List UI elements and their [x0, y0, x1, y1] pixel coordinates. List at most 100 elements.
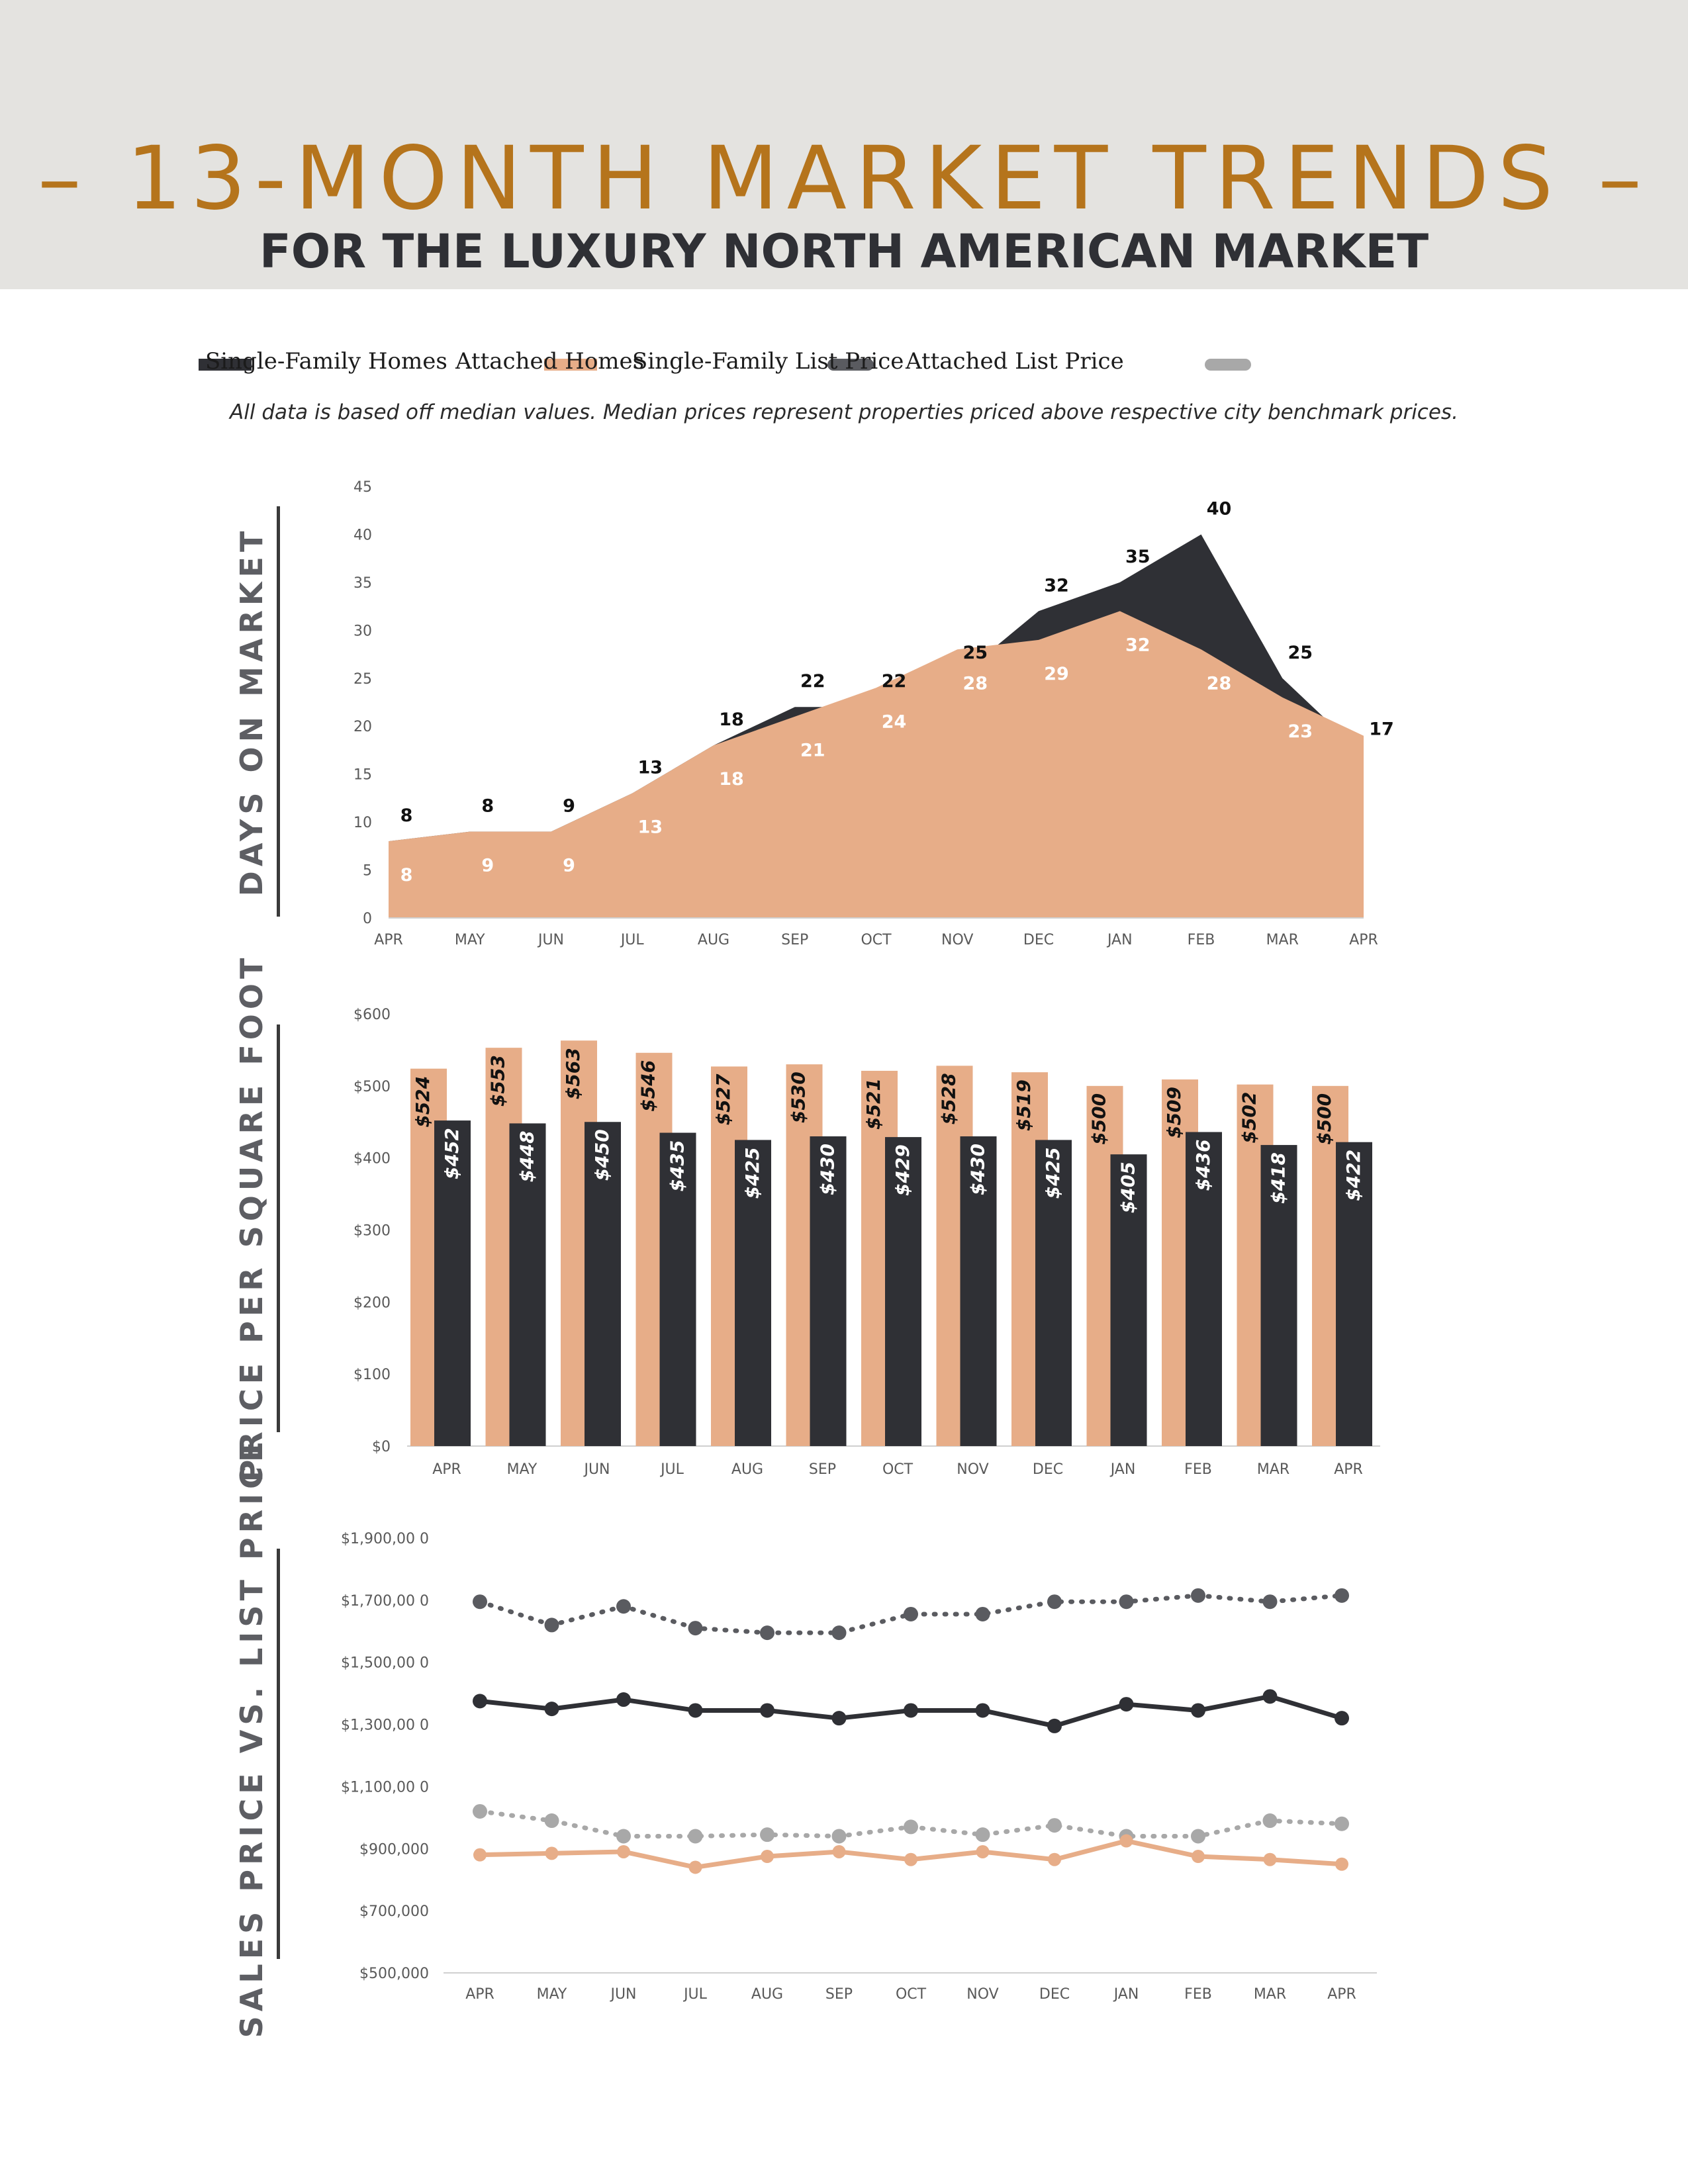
- price-x-tick: AUG: [751, 1986, 783, 2003]
- price-point-attached-list: [975, 1827, 990, 1843]
- price-x-tick: DEC: [1039, 1986, 1070, 2003]
- dom-x-tick: JAN: [1106, 932, 1133, 948]
- page-title: – 13-MONTH MARKET TRENDS –: [37, 128, 1651, 230]
- ppsf-x-tick: MAR: [1257, 1461, 1289, 1478]
- page-subtitle: FOR THE LUXURY NORTH AMERICAN MARKET: [259, 224, 1429, 279]
- price-x-tick: MAY: [537, 1986, 567, 2003]
- price-point-attached-list: [1191, 1829, 1205, 1844]
- price-point-attached: [832, 1844, 846, 1858]
- dom-label-single-family: 25: [962, 643, 988, 663]
- dom-label-attached: 23: [1288, 721, 1313, 742]
- price-point-attached-list: [831, 1829, 847, 1844]
- dom-section-rule: [277, 506, 280, 917]
- dom-label-single-family: 35: [1125, 547, 1150, 567]
- ppsf-label-single-family: $509: [1163, 1087, 1185, 1138]
- ppsf-label-single-family: $528: [938, 1073, 960, 1124]
- price-point-attached-list: [904, 1819, 918, 1835]
- dom-label-single-family: 22: [882, 671, 907, 692]
- price-x-tick: FEB: [1184, 1986, 1212, 2003]
- ppsf-label-attached: $450: [591, 1129, 613, 1181]
- price-point-single-family: [760, 1703, 774, 1718]
- price-point-attached-list: [544, 1813, 559, 1829]
- ppsf-x-tick: APR: [1334, 1461, 1363, 1478]
- price-point-attached-list: [616, 1829, 631, 1844]
- dom-y-tick: 45: [353, 479, 372, 496]
- dom-label-single-family: 9: [563, 796, 575, 817]
- price-x-tick: JUL: [682, 1986, 708, 2003]
- ppsf-label-single-family: $553: [487, 1055, 509, 1107]
- price-point-attached: [1335, 1857, 1348, 1871]
- price-point-sf-list: [831, 1625, 847, 1641]
- ppsf-x-tick: FEB: [1184, 1461, 1212, 1478]
- header-banner: – 13-MONTH MARKET TRENDS – FOR THE LUXUR…: [0, 0, 1688, 289]
- ppsf-label-single-family: $527: [712, 1073, 734, 1125]
- dom-label-single-family: 25: [1288, 643, 1313, 663]
- ppsf-label-single-family: $500: [1088, 1093, 1110, 1145]
- sales-vs-list-chart: $500,000 $700,000 $900,000 $1,100,00 0 $1,30…: [341, 1531, 1377, 2003]
- ppsf-label-attached: $452: [441, 1128, 463, 1179]
- ppsf-x-tick: MAY: [507, 1461, 538, 1478]
- price-point-sf-list: [1119, 1594, 1134, 1610]
- dom-label-attached: 28: [1207, 673, 1232, 694]
- price-point-single-family: [1335, 1711, 1349, 1726]
- price-point-attached-list: [688, 1829, 703, 1844]
- dom-y-tick: 15: [353, 767, 372, 784]
- price-point-attached-list: [760, 1827, 774, 1843]
- legend-label-attached-list: Attached List Price: [906, 348, 1124, 375]
- price-point-attached: [761, 1850, 774, 1864]
- price-point-single-family: [544, 1702, 559, 1717]
- price-point-single-family: [831, 1711, 847, 1726]
- ppsf-bar-attached: [1260, 1145, 1297, 1446]
- ppsf-y-tick: $500: [353, 1079, 391, 1095]
- price-x-tick: NOV: [966, 1986, 998, 2003]
- ppsf-label-single-family: $502: [1239, 1092, 1260, 1144]
- price-per-sqft-chart: $0 $100 $200 $300 $400 $500 $600 APR $524 $452 MAY…: [353, 1007, 1380, 1478]
- ppsf-label-single-family: $524: [412, 1076, 434, 1128]
- ppsf-bar-attached: [434, 1120, 471, 1446]
- price-point-single-family: [975, 1703, 990, 1718]
- dom-y-tick: 40: [353, 527, 372, 543]
- price-point-attached: [617, 1844, 630, 1858]
- price-point-single-family: [1047, 1718, 1062, 1733]
- legend-swatch-sf-list: [827, 359, 874, 371]
- dom-x-tick: MAY: [455, 932, 485, 948]
- price-point-attached: [545, 1846, 559, 1860]
- price-point-attached-list: [1335, 1816, 1349, 1831]
- ppsf-y-tick: $100: [353, 1367, 391, 1383]
- ppsf-label-attached: $425: [741, 1147, 763, 1199]
- ppsf-x-tick: DEC: [1033, 1461, 1063, 1478]
- dom-y-tick: 35: [353, 575, 372, 592]
- price-x-tick: JAN: [1113, 1986, 1139, 2003]
- dom-x-tick: MAR: [1266, 932, 1299, 948]
- price-section-rule: [277, 1549, 280, 1959]
- price-y-tick: $700,000: [359, 1903, 429, 1920]
- ppsf-x-tick: JAN: [1109, 1461, 1136, 1478]
- price-y-tick: $1,700,00 0: [341, 1593, 429, 1610]
- dom-x-tick: DEC: [1023, 932, 1054, 948]
- price-point-attached: [473, 1848, 487, 1862]
- legend-label-attached: Attached Homes: [455, 348, 645, 375]
- dom-label-single-family: 8: [400, 805, 413, 826]
- ppsf-x-tick: NOV: [957, 1461, 988, 1478]
- ppsf-x-tick: APR: [432, 1461, 461, 1478]
- dom-x-tick: AUG: [698, 932, 729, 948]
- ppsf-y-tick: $300: [353, 1223, 391, 1240]
- ppsf-bar-attached: [1110, 1154, 1147, 1446]
- dom-y-tick: 5: [363, 863, 372, 880]
- dom-label-single-family: 40: [1207, 498, 1232, 519]
- ppsf-label-single-family: $563: [562, 1048, 584, 1099]
- ppsf-label-attached: $425: [1042, 1147, 1064, 1199]
- price-x-tick: OCT: [896, 1986, 927, 2003]
- dom-label-attached: 19: [1369, 760, 1394, 780]
- price-x-tick: JUN: [609, 1986, 636, 2003]
- price-x-tick: MAR: [1254, 1986, 1286, 2003]
- price-point-attached: [688, 1860, 702, 1874]
- price-point-sf-list: [1191, 1588, 1205, 1603]
- data-note: All data is based off median values. Med…: [230, 400, 1458, 424]
- price-point-sf-list: [688, 1621, 703, 1636]
- ppsf-label-single-family: $519: [1013, 1079, 1035, 1131]
- ppsf-label-single-family: $546: [637, 1060, 659, 1112]
- ppsf-x-tick: OCT: [882, 1461, 914, 1478]
- dom-label-attached: 9: [481, 856, 494, 876]
- price-point-single-family: [1262, 1689, 1278, 1704]
